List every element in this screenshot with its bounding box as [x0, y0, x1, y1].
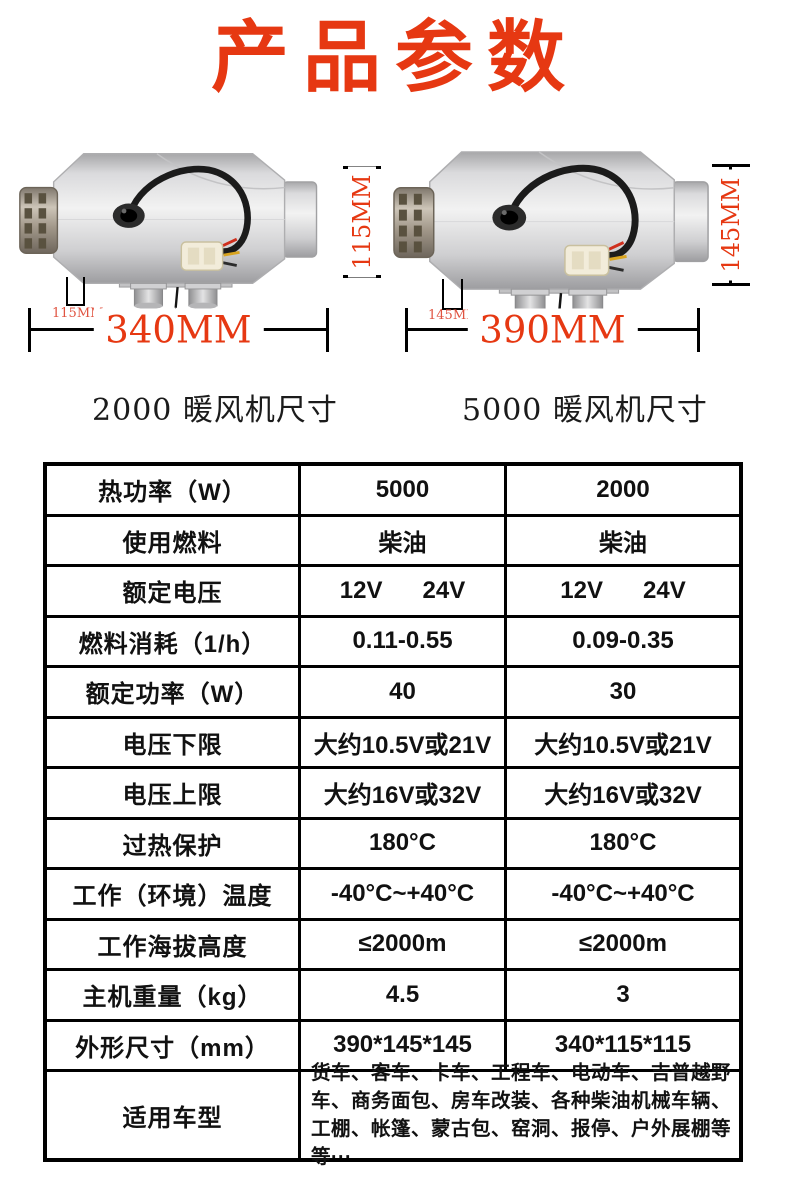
spec-value-5000: 柴油: [301, 516, 507, 567]
spec-row-label: 外形尺寸（mm）: [47, 1021, 301, 1072]
spec-value-2000: -40°C~+40°C: [507, 870, 739, 921]
spec-value-2000: 大约10.5V或21V: [507, 719, 739, 769]
length-dimension-label: 340MM: [93, 308, 264, 352]
spec-row-label: 电压上限: [47, 769, 301, 820]
dimension-tick: [405, 308, 408, 352]
spec-row-label: 额定功率（W）: [47, 668, 301, 719]
spec-value-5000: 180°C: [301, 819, 507, 870]
dimension-tick: [326, 308, 329, 352]
spec-row-label: 工作海拔高度: [47, 920, 301, 971]
spec-value-2000: 3: [507, 971, 739, 1022]
inlet-width-bracket-5000: [442, 279, 463, 310]
inlet-width-bracket-2000: [66, 277, 85, 306]
spec-value-2000: 180°C: [507, 820, 739, 870]
spec-value-5000: 5000: [301, 466, 507, 517]
heater-photo-5000: [390, 148, 718, 327]
spec-value-5000: 0.11-0.55: [301, 617, 507, 668]
figure-caption-2000: 2000 暖风机尺寸: [92, 393, 338, 428]
spec-row-label: 使用燃料: [47, 516, 301, 567]
spec-value-2000: 2000: [507, 466, 739, 517]
spec-value-5000: 40: [301, 668, 507, 719]
spec-value-2000: 大约16V或32V: [507, 769, 739, 820]
height-dimension-2000: 115MM: [343, 166, 381, 278]
height-dimension-label: 115MM: [348, 166, 376, 278]
spec-value-2000: 30: [507, 668, 739, 719]
spec-value-5000: 4.5: [301, 971, 507, 1022]
length-dimension-label: 390MM: [467, 308, 638, 352]
height-dimension-5000: 145MM: [712, 164, 750, 286]
applicable-vehicles-text: 货车、客车、卡车、工程车、电动车、吉普越野车、商务面包、房车改装、各种柴油机械车…: [311, 1062, 732, 1168]
dimension-tick: [28, 308, 31, 352]
page-title: 产品参数: [210, 12, 579, 103]
height-dimension-label: 145MM: [717, 169, 745, 281]
spec-value-5000: 12V 24V: [301, 567, 507, 618]
spec-row-label: 燃料消耗（1/h）: [47, 617, 301, 668]
spec-row-label: 电压下限: [47, 718, 301, 769]
spec-row-label: 主机重量（kg）: [47, 971, 301, 1022]
spec-value-5000: ≤2000m: [301, 920, 507, 971]
dimension-tick: [712, 164, 750, 167]
spec-row-label: 工作（环境）温度: [47, 870, 301, 921]
spec-value-5000: -40°C~+40°C: [301, 870, 507, 921]
figure-caption-5000: 5000 暖风机尺寸: [462, 393, 708, 428]
inlet-width-label: 145MM: [428, 308, 480, 323]
spec-value-2000: 340*115*115: [507, 1022, 739, 1072]
spec-value-5000: 390*145*145: [301, 1021, 507, 1072]
spec-row-label: 过热保护: [47, 819, 301, 870]
dimension-tick: [712, 283, 750, 286]
heater-photo-2000: [16, 150, 326, 319]
spec-value-2000: ≤2000m: [507, 921, 739, 971]
spec-row-label: 热功率（W）: [47, 466, 301, 517]
spec-value-2000: 0.09-0.35: [507, 618, 739, 668]
length-dimension-2000: 340MM: [28, 308, 329, 352]
dimension-tick: [697, 308, 700, 352]
length-dimension-5000: 390MM: [405, 308, 700, 352]
spec-table: 热功率（W） 5000 2000 使用燃料 柴油 柴油 额定电压 12V 24V…: [43, 462, 743, 1168]
spec-value-2000: 柴油: [507, 517, 739, 567]
spec-value-5000: 大约10.5V或21V: [301, 718, 507, 769]
spec-value-2000: 12V 24V: [507, 567, 739, 618]
spec-row-label: 适用车型: [47, 1072, 301, 1158]
spec-value-5000: 大约16V或32V: [301, 769, 507, 820]
spec-row-label: 额定电压: [47, 567, 301, 618]
inlet-width-label: 115MM: [52, 306, 104, 321]
